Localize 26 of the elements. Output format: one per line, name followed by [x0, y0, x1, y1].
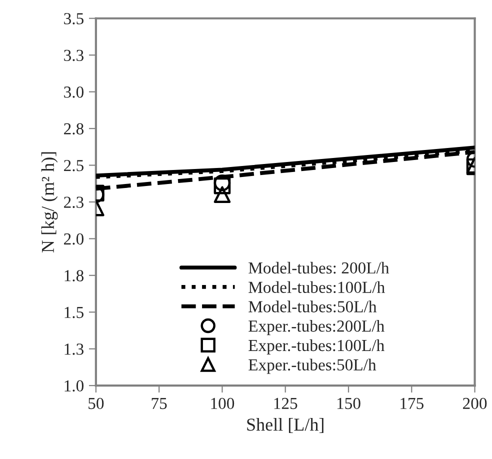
- y-tick-label: 3.3: [64, 50, 84, 62]
- legend-label: Model-tubes:100L/h: [248, 281, 385, 294]
- y-tick-label: 2.5: [64, 160, 84, 172]
- x-tick-label: 50: [88, 398, 104, 410]
- x-axis-title: Shell [L/h]: [247, 418, 324, 433]
- y-tick-label: 1.5: [64, 306, 84, 318]
- y-tick-label: 2.3: [64, 196, 84, 208]
- y-tick-label: 2.0: [64, 233, 84, 245]
- legend-label: Model-tubes: 200L/h: [248, 262, 390, 274]
- x-tick-label: 175: [400, 398, 424, 410]
- x-tick-label: 150: [337, 398, 360, 410]
- y-axis-title: N [kg/ (m² h)]: [41, 152, 58, 253]
- x-tick-label: 75: [152, 398, 167, 410]
- y-tick-label: 3.0: [64, 86, 84, 98]
- legend-label: Exper.-tubes:50L/h: [248, 358, 376, 374]
- y-tick-label: 2.8: [64, 123, 84, 135]
- legend-label: Exper.-tubes:100L/h: [248, 339, 384, 355]
- y-tick-label: 1.8: [64, 270, 84, 282]
- x-tick-label: 125: [274, 398, 298, 410]
- legend-label: Model-tubes:50L/h: [248, 300, 377, 312]
- x-tick-label: 100: [211, 398, 234, 410]
- y-tick-label: 1.3: [64, 344, 84, 355]
- y-tick-label: 3.5: [64, 13, 84, 24]
- x-tick-label: 200: [463, 398, 487, 410]
- legend-label: Exper.-tubes:200L/h: [248, 320, 384, 336]
- y-tick-label: 1.0: [64, 380, 84, 392]
